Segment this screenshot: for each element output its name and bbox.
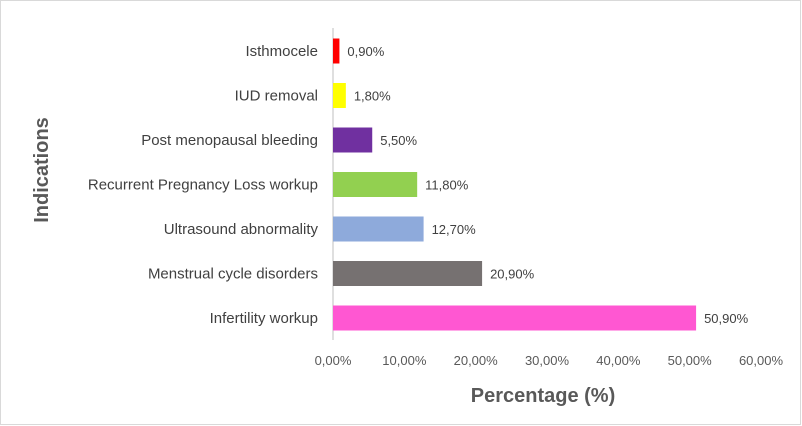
category-label-1: Isthmocele [245,43,318,60]
data-label-4: 11,80% [425,178,469,193]
x-tick-label-1: 0,00% [315,353,352,368]
x-tick-label-6: 50,00% [668,353,713,368]
category-label-6: Menstrual cycle disorders [148,266,318,283]
category-label-3: Post menopausal bleeding [141,132,318,149]
data-label-7: 50,90% [704,311,749,326]
data-label-3: 5,50% [380,133,417,148]
category-label-5: Ultrasound abnormality [164,221,319,238]
bar-1 [333,38,340,64]
data-label-5: 12,70% [432,222,477,237]
bar-2 [333,83,346,108]
bar-3 [333,127,373,153]
x-tick-label-7: 60,00% [739,353,784,368]
x-tick-label-3: 20,00% [454,353,499,368]
bar-7 [333,305,697,331]
category-label-7: Infertility workup [210,310,318,327]
bar-6 [333,261,483,286]
x-axis-title: Percentage (%) [471,385,616,407]
category-label-2: IUD removal [235,88,318,105]
bar-4 [333,172,418,197]
category-label-4: Recurrent Pregnancy Loss workup [88,177,318,194]
bar-5 [333,216,424,242]
y-axis-title: Indications [31,117,53,223]
x-tick-label-2: 10,00% [382,353,427,368]
x-tick-label-5: 40,00% [596,353,641,368]
data-label-1: 0,90% [347,44,384,59]
data-label-2: 1,80% [354,89,391,104]
data-label-6: 20,90% [490,267,535,282]
x-tick-label-4: 30,00% [525,353,570,368]
